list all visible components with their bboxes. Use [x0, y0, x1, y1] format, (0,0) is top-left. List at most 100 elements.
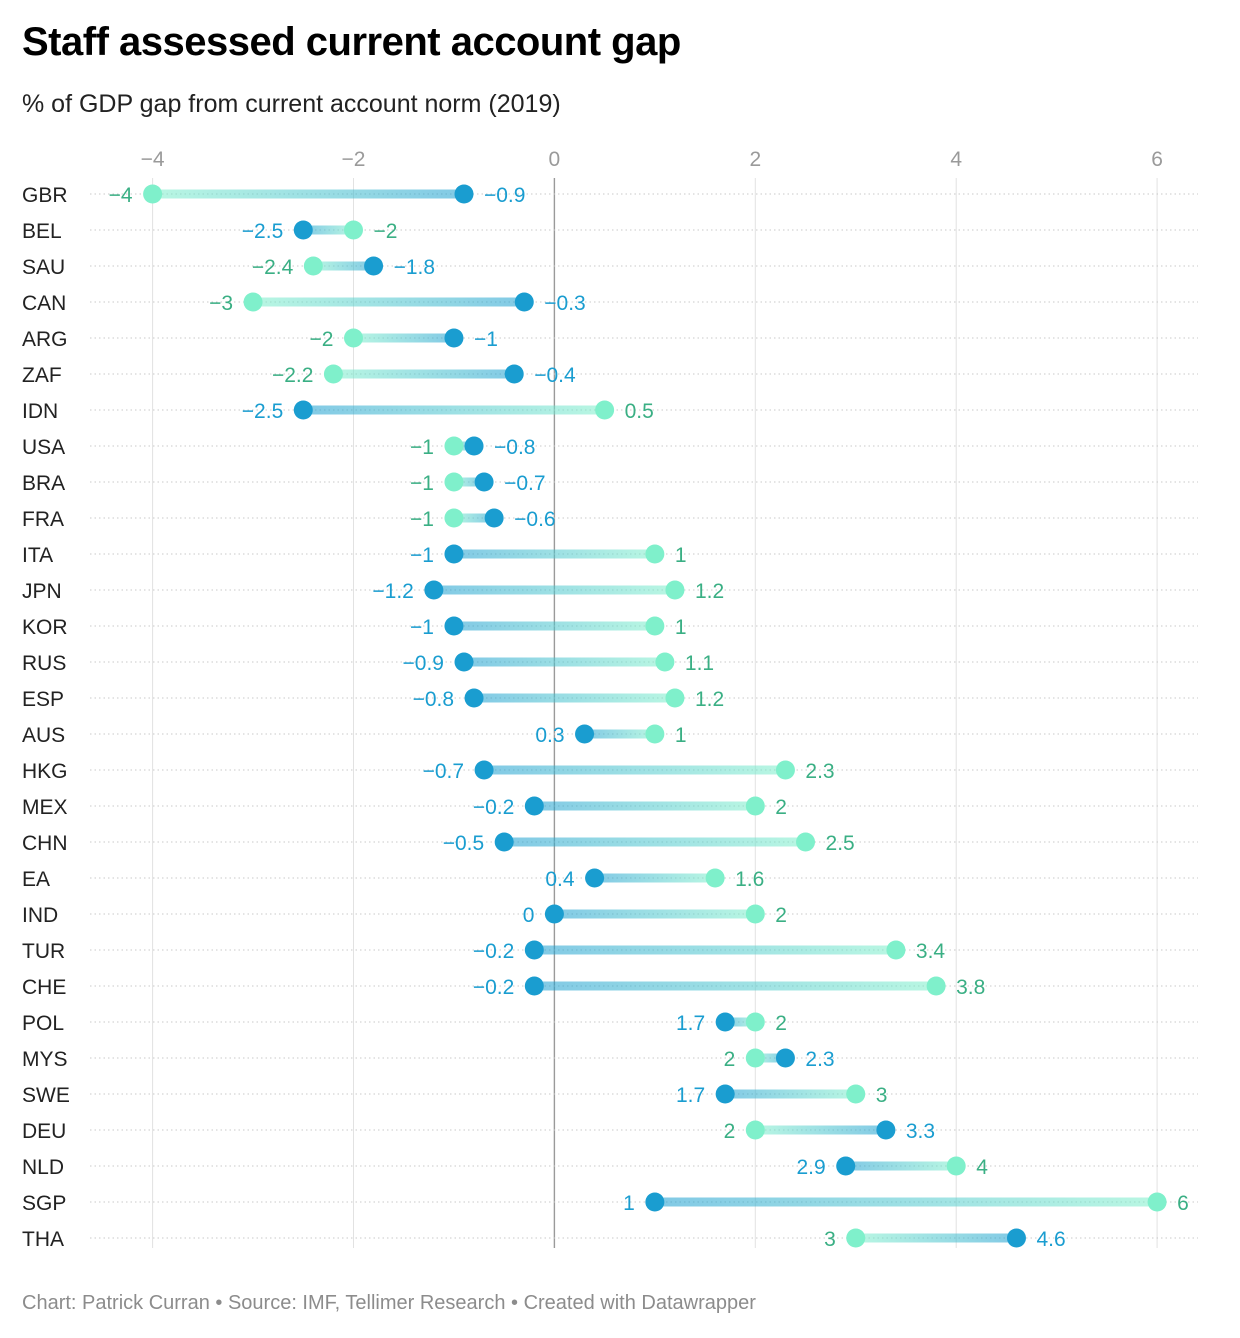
dark-point [524, 796, 544, 816]
row-aus: AUS 0.3 1 [22, 724, 1198, 747]
value-label-left: −0.2 [473, 796, 514, 819]
category-label: NLD [22, 1156, 64, 1179]
category-label: BRA [22, 472, 65, 495]
value-label-right: 3.8 [956, 976, 985, 999]
dark-point [876, 1120, 896, 1140]
row-hkg: HKG −0.7 2.3 [22, 760, 1198, 783]
value-label-right: −1 [474, 328, 498, 351]
light-point [745, 1048, 765, 1068]
value-label-left: 3 [824, 1228, 836, 1251]
light-point [243, 292, 263, 312]
dark-point [364, 256, 384, 276]
category-label: HKG [22, 760, 68, 783]
value-label-right: 2 [775, 904, 787, 927]
row-ind: IND 0 2 [22, 904, 1198, 927]
value-label-right: 2 [775, 1012, 787, 1035]
dark-point [585, 868, 605, 888]
dark-point [524, 940, 544, 960]
dark-point [715, 1012, 735, 1032]
dark-point [715, 1084, 735, 1104]
value-label-left: −2.5 [242, 220, 283, 243]
x-tick-label: −2 [342, 148, 366, 171]
dark-point [544, 904, 564, 924]
light-point [344, 328, 363, 348]
grid-layer [152, 178, 1158, 1248]
chart-footer: Chart: Patrick Curran • Source: IMF, Tel… [22, 1292, 756, 1314]
row-usa: USA −1 −0.8 [22, 436, 1198, 459]
row-sgp: SGP 1 6 [22, 1192, 1198, 1215]
light-point [846, 1084, 866, 1104]
value-label-left: −4 [109, 184, 133, 207]
dark-point [444, 328, 464, 348]
value-label-right: 1.2 [695, 580, 724, 603]
value-label-left: −1 [410, 616, 434, 639]
dark-point [424, 580, 444, 600]
x-tick-label: 4 [950, 148, 962, 171]
rows-layer: GBR −4 −0.9 BEL −2.5 −2 SAU −2.4 −1.8 CAN −3 −0.3 AR… [22, 184, 1198, 1251]
row-nld: NLD 2.9 4 [22, 1156, 1198, 1179]
value-label-right: −0.6 [514, 508, 555, 531]
value-label-left: 0.4 [545, 868, 575, 891]
row-sau: SAU −2.4 −1.8 [22, 256, 1198, 279]
value-label-right: 2.5 [826, 832, 855, 855]
row-rus: RUS −0.9 1.1 [22, 652, 1198, 675]
category-label: EA [22, 868, 50, 891]
value-label-left: 0.3 [535, 724, 564, 747]
value-label-right: 1.6 [735, 868, 764, 891]
dark-point [1006, 1228, 1026, 1248]
category-label: BEL [22, 220, 62, 243]
value-label-left: −1 [410, 544, 434, 567]
row-idn: IDN −2.5 0.5 [22, 400, 1198, 423]
category-label: SGP [22, 1192, 66, 1215]
category-label: IND [22, 904, 58, 927]
light-point [665, 688, 685, 708]
value-label-right: 2 [775, 796, 787, 819]
light-point [655, 652, 675, 672]
category-label: THA [22, 1228, 64, 1251]
value-label-left: −1.2 [372, 580, 413, 603]
chart-subtitle: % of GDP gap from current account norm (… [22, 90, 561, 118]
light-point [645, 616, 665, 636]
value-label-right: 1.1 [685, 652, 714, 675]
row-chn: CHN −0.5 2.5 [22, 832, 1198, 855]
category-label: FRA [22, 508, 64, 531]
light-point [796, 832, 816, 852]
light-point [645, 724, 665, 744]
row-tha: THA 3 4.6 [22, 1228, 1198, 1251]
value-label-left: −2.2 [272, 364, 313, 387]
dark-point [293, 220, 313, 240]
dark-point [514, 292, 534, 312]
light-point [926, 976, 946, 996]
row-bel: BEL −2.5 −2 [22, 220, 1198, 243]
value-label-left: 1.7 [676, 1084, 705, 1107]
light-point [444, 436, 464, 456]
value-label-right: −0.8 [494, 436, 535, 459]
row-mex: MEX −0.2 2 [22, 796, 1198, 819]
value-label-left: −2.4 [252, 256, 294, 279]
x-tick-label: 2 [749, 148, 761, 171]
value-label-right: 2.3 [805, 760, 834, 783]
row-esp: ESP −0.8 1.2 [22, 688, 1198, 711]
value-label-left: −1 [410, 436, 434, 459]
category-label: CAN [22, 292, 66, 315]
row-mys: MYS 2 2.3 [22, 1048, 1198, 1071]
light-point [745, 796, 765, 816]
value-label-left: 2 [724, 1048, 736, 1071]
dark-point [293, 400, 313, 420]
row-can: CAN −3 −0.3 [22, 292, 1198, 315]
dark-point [464, 436, 484, 456]
row-tur: TUR −0.2 3.4 [22, 940, 1198, 963]
x-tick-label: 6 [1151, 148, 1163, 171]
row-ita: ITA −1 1 [22, 544, 1198, 567]
x-tick-label: −4 [141, 148, 165, 171]
value-label-left: 0 [523, 904, 535, 927]
light-point [745, 1012, 765, 1032]
dark-point [775, 1048, 795, 1068]
row-che: CHE −0.2 3.8 [22, 976, 1198, 999]
light-point [323, 364, 343, 384]
value-label-left: −0.2 [473, 976, 514, 999]
category-label: CHN [22, 832, 68, 855]
dark-point [444, 544, 464, 564]
value-label-left: −2 [310, 328, 334, 351]
dark-point [464, 688, 484, 708]
